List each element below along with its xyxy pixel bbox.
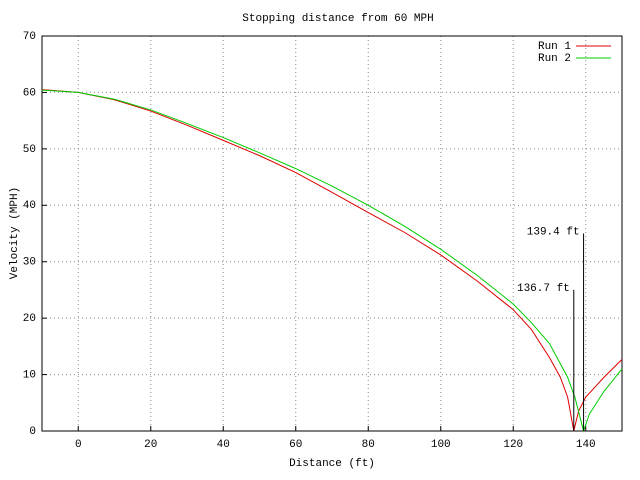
data-line bbox=[41, 89, 623, 432]
annotation-label: 139.4 ft bbox=[527, 226, 580, 238]
x-tick-label: 100 bbox=[431, 439, 451, 451]
x-tick-label: 120 bbox=[503, 439, 523, 451]
legend-label: Run 1 bbox=[538, 41, 571, 53]
x-axis-label: Distance (ft) bbox=[289, 458, 375, 470]
y-tick-label: 0 bbox=[29, 426, 36, 438]
y-tick-label: 40 bbox=[23, 200, 36, 212]
y-axis-label: Velocity (MPH) bbox=[9, 187, 21, 279]
plot-frame bbox=[41, 35, 623, 432]
x-tick-label: 60 bbox=[289, 439, 302, 451]
chart-title: Stopping distance from 60 MPH bbox=[242, 13, 433, 25]
y-tick-label: 60 bbox=[23, 87, 36, 99]
y-tick-label: 30 bbox=[23, 257, 36, 269]
y-tick-label: 10 bbox=[23, 369, 36, 381]
y-tick-label: 50 bbox=[23, 144, 36, 156]
x-tick-label: 80 bbox=[362, 439, 375, 451]
x-tick-label: 40 bbox=[217, 439, 230, 451]
annotation-label: 136.7 ft bbox=[517, 283, 570, 295]
x-tick-label: 0 bbox=[75, 439, 82, 451]
y-tick-label: 20 bbox=[23, 313, 36, 325]
y-tick-label: 70 bbox=[23, 31, 36, 43]
x-tick-label: 20 bbox=[144, 439, 157, 451]
x-tick-label: 140 bbox=[576, 439, 596, 451]
data-line bbox=[41, 89, 623, 433]
legend-label: Run 2 bbox=[538, 53, 571, 65]
